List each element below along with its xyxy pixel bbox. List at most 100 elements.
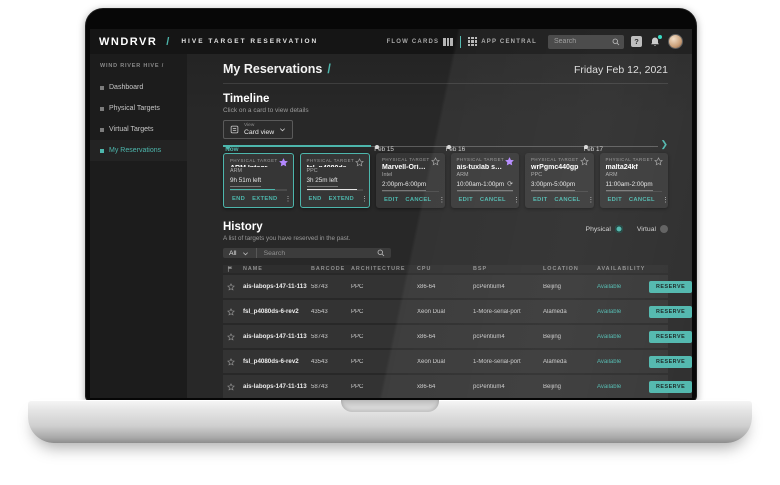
flow-cards-link[interactable]: FLOW CARDS: [387, 37, 453, 46]
filter-all-dropdown[interactable]: All: [229, 249, 237, 257]
card-action-primary[interactable]: EDIT: [384, 197, 399, 203]
main-content: My Reservations / Friday Feb 12, 2021 Tim…: [187, 54, 692, 398]
card-action-secondary[interactable]: EXTEND: [328, 196, 354, 202]
reservation-card[interactable]: PHYSICAL TARGET wrPgmc440gp PPC 3:00pm-5…: [525, 153, 594, 208]
sidebar-item-dashboard[interactable]: Dashboard: [90, 77, 187, 98]
cell-name: ais-labops-147-11-113: [243, 383, 307, 390]
card-action-secondary[interactable]: CANCEL: [479, 197, 506, 203]
card-architecture: Intel: [382, 172, 393, 178]
reserve-button[interactable]: RESERVE: [649, 380, 692, 393]
toggle-physical[interactable]: Physical: [586, 225, 623, 233]
card-type-label: PHYSICAL TARGET: [456, 157, 505, 162]
card-action-primary[interactable]: EDIT: [458, 197, 473, 203]
card-action-secondary[interactable]: CANCEL: [628, 197, 655, 203]
table-row[interactable]: ais-labops-147-11-113 58743 PPC x86-64 p…: [223, 375, 692, 398]
view-selector[interactable]: View Card view: [223, 120, 294, 140]
sidebar-item-my-reservations[interactable]: My Reservations: [90, 140, 187, 161]
user-avatar[interactable]: [668, 34, 683, 49]
table-row[interactable]: fsl_p4080ds-6-rev2 43543 PPC Xeon Dual 1…: [223, 300, 692, 323]
reservation-card[interactable]: PHYSICAL TARGET ARM Integrator... ARM 9h…: [223, 153, 294, 208]
sidebar-item-icon: [100, 106, 104, 111]
laptop-base: [28, 400, 752, 443]
card-menu-icon[interactable]: ⋮: [661, 197, 669, 204]
cell-availability: Available: [597, 383, 622, 390]
cell-availability: Available: [597, 358, 622, 365]
table-row[interactable]: fsl_p4080ds-6-rev2 43543 PPC Xeon Dual 1…: [223, 350, 692, 373]
timeline-next-icon[interactable]: ❯: [660, 139, 668, 149]
card-progress-fill: [306, 189, 358, 190]
header-availability: AVAILABILITY: [597, 266, 646, 272]
star-icon[interactable]: [278, 158, 288, 167]
reservation-card[interactable]: PHYSICAL TARGET ais-tuxlab serv... ARM 1…: [450, 153, 520, 208]
card-footer: EDIT CANCEL ⋮: [382, 191, 445, 208]
card-progress-fill: [230, 189, 276, 190]
card-action-primary[interactable]: END: [232, 196, 246, 202]
reserve-button[interactable]: RESERVE: [649, 305, 692, 318]
card-time-row: 9h 51m left: [230, 177, 262, 188]
card-menu-icon[interactable]: ⋮: [438, 197, 446, 204]
table-row[interactable]: ais-labops-147-11-113 58743 PPC x86-64 p…: [223, 325, 692, 348]
table-row[interactable]: ais-labops-147-11-113 58743 PPC x86-64 p…: [223, 275, 692, 298]
search-icon[interactable]: [612, 38, 620, 46]
reserve-button[interactable]: RESERVE: [649, 355, 692, 368]
star-icon[interactable]: [430, 157, 440, 166]
cell-barcode: 43543: [311, 308, 328, 315]
card-menu-icon[interactable]: ⋮: [284, 196, 292, 203]
star-icon[interactable]: [227, 307, 235, 316]
sidebar-item-icon: [100, 127, 104, 132]
card-action-secondary[interactable]: EXTEND: [252, 196, 278, 202]
history-search-input[interactable]: [261, 248, 372, 258]
timeline-marker-label: Feb 16: [445, 146, 466, 154]
history-filter-bar: All: [223, 248, 391, 258]
star-icon[interactable]: [505, 157, 514, 166]
nav-divider: [459, 35, 461, 48]
reservation-card[interactable]: PHYSICAL TARGET malta24kf ARM 11:00am-2:…: [599, 153, 669, 208]
card-action-primary[interactable]: EDIT: [533, 197, 548, 203]
notifications-button[interactable]: [649, 34, 662, 48]
cell-bsp: 1-More-serial-port: [473, 308, 521, 315]
card-time-row: 3:00pm-5:00pm: [531, 181, 576, 191]
sidebar-item-label: My Reservations: [109, 147, 162, 154]
star-icon[interactable]: [227, 357, 235, 366]
card-action-primary[interactable]: END: [308, 196, 322, 202]
navbar-search-input[interactable]: [552, 37, 612, 46]
card-menu-icon[interactable]: ⋮: [512, 197, 520, 204]
star-icon[interactable]: [227, 382, 235, 391]
reserve-button[interactable]: RESERVE: [649, 330, 692, 343]
timeline-line-progress: [223, 145, 371, 147]
search-icon[interactable]: [377, 249, 385, 257]
app-central-link[interactable]: APP CENTRAL: [467, 36, 537, 47]
reservation-card[interactable]: PHYSICAL TARGET Marvell-OrionI... Intel …: [376, 153, 445, 208]
cell-architecture: PPC: [351, 308, 364, 315]
card-footer: EDIT CANCEL ⋮: [456, 191, 520, 208]
cell-name: ais-labops-147-11-113: [243, 283, 307, 290]
star-icon[interactable]: [654, 157, 663, 166]
card-action-secondary[interactable]: CANCEL: [405, 197, 432, 203]
star-icon[interactable]: [227, 332, 235, 341]
card-action-secondary[interactable]: CANCEL: [554, 197, 581, 203]
star-icon[interactable]: [227, 282, 235, 291]
toggle-physical-radio[interactable]: [614, 225, 623, 233]
card-menu-icon[interactable]: ⋮: [360, 196, 368, 203]
chevron-down-icon[interactable]: [242, 250, 249, 257]
star-icon[interactable]: [579, 157, 589, 166]
star-icon[interactable]: [355, 158, 364, 167]
page-header: My Reservations / Friday Feb 12, 2021: [223, 62, 668, 84]
timeline-marker-dot: [226, 144, 231, 149]
card-menu-icon[interactable]: ⋮: [587, 197, 595, 204]
app-window: WNDRVR / HIVE TARGET RESERVATION FLOW CAR…: [90, 29, 692, 398]
sidebar-item-label: Virtual Targets: [109, 126, 154, 133]
toggle-virtual[interactable]: Virtual: [637, 225, 668, 233]
toggle-virtual-radio[interactable]: [660, 225, 668, 233]
cell-name: ais-labops-147-11-113: [243, 333, 307, 340]
cell-location: Beijing: [543, 383, 562, 390]
sidebar-item-physical-targets[interactable]: Physical Targets: [90, 98, 187, 119]
card-action-primary[interactable]: EDIT: [607, 197, 622, 203]
cell-architecture: PPC: [351, 333, 364, 340]
sidebar-item-virtual-targets[interactable]: Virtual Targets: [90, 119, 187, 140]
reservation-card[interactable]: PHYSICAL TARGET fsl_p4080ds PPC 3h 25m l…: [299, 153, 370, 208]
current-date: Friday Feb 12, 2021: [574, 64, 668, 76]
help-icon[interactable]: ?: [631, 36, 642, 47]
reserve-button[interactable]: RESERVE: [649, 280, 692, 293]
header-name: NAME: [243, 266, 263, 272]
